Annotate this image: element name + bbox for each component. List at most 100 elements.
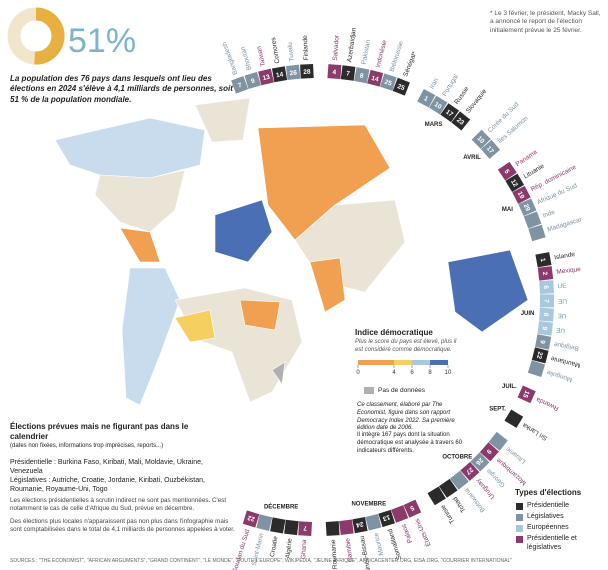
country-name: Croatie — [269, 535, 280, 557]
date-box — [512, 185, 531, 204]
date-box — [531, 347, 549, 364]
index-text: Ce classement, élaboré par The Economist… — [357, 402, 455, 432]
no-data: Pas de données — [378, 387, 425, 394]
date-box — [242, 510, 260, 528]
country-name: Tchad — [452, 495, 468, 514]
day: 24 — [355, 520, 364, 528]
date-box — [380, 73, 397, 91]
legend-label: Européennes — [527, 524, 569, 531]
date-box — [449, 470, 469, 490]
calendar-entry: 1 — [535, 252, 552, 268]
date-box — [505, 173, 525, 192]
date-box — [392, 77, 410, 96]
country-name: Finlande — [302, 35, 310, 61]
calendar-entry — [449, 470, 469, 490]
calendar-entry: 19 — [512, 185, 531, 204]
donut-slice — [34, 7, 65, 65]
country-name: Sénégal* — [402, 50, 418, 78]
day: 7 — [346, 70, 351, 77]
calendar-entry: 13 — [258, 68, 274, 86]
legend-label: Présidentielle — [527, 502, 570, 509]
date-box — [353, 67, 370, 84]
month-label: MARS — [425, 122, 443, 128]
calendar-entry: 12 — [505, 173, 525, 192]
date-box — [528, 224, 546, 242]
day: 5 — [503, 168, 511, 175]
index-subtitle: Plus le score du pays est élevé, plus il… — [355, 339, 457, 353]
scale-tick-label: 0 — [356, 370, 360, 376]
calendar-entry: 4 — [327, 64, 342, 80]
date-box — [539, 280, 554, 295]
day: 26 — [474, 456, 484, 466]
date-box — [327, 64, 342, 80]
date-box — [504, 409, 524, 428]
country-name: Comores — [270, 36, 281, 64]
country-name: Mauritanie — [550, 354, 582, 368]
unscheduled-legislative: Législatives : Autriche, Croatie, Jordan… — [10, 477, 205, 494]
country-name: Bhoutan — [239, 45, 253, 71]
calendar-entry: 22 — [531, 347, 549, 364]
day: 25 — [396, 83, 406, 92]
day: 8 — [359, 72, 364, 80]
day: 8 — [542, 313, 549, 317]
intro: La population des 76 pays dans lesquels … — [10, 74, 233, 104]
note: Des élections plus locales n'apparaissen… — [10, 518, 235, 534]
country-name: UE — [557, 283, 567, 291]
country-name: Tunisie — [439, 503, 456, 525]
calendar-entry: 29 — [518, 198, 537, 217]
calendar-entry: 13 — [378, 509, 395, 528]
month-label: SEPT. — [489, 406, 506, 412]
calendar-entry: 25 — [392, 77, 410, 96]
calendar-entry: 28 — [300, 63, 314, 79]
date-box — [535, 334, 552, 350]
note: * Le 3 février, le président, Macky Sall… — [490, 10, 601, 34]
date-box — [284, 519, 299, 536]
date-box — [429, 95, 448, 115]
calendar-entry: 7 — [340, 65, 356, 81]
date-box — [518, 198, 537, 217]
calendar-entry: 23 — [451, 111, 471, 131]
day: 13 — [381, 513, 390, 522]
month-label: JUIL. — [502, 384, 517, 390]
share-label: 51% — [68, 22, 136, 60]
country-name: Panama — [515, 148, 539, 168]
date-box — [537, 266, 554, 281]
date-box — [340, 65, 356, 81]
date-box — [298, 521, 313, 536]
country-name: Mongolie — [546, 368, 574, 383]
calendar-entry: 2 — [537, 266, 554, 281]
scale-segment — [430, 360, 448, 365]
day: 17 — [485, 145, 495, 155]
day: 1 — [423, 95, 430, 103]
scale-tick-label: 10 — [445, 370, 452, 376]
date-box — [258, 68, 274, 86]
legend-label: Présidentielle et législatives — [527, 535, 577, 552]
country-name: Algérie — [285, 538, 294, 559]
calendar-entry: 25 — [380, 73, 397, 91]
date-box — [537, 321, 553, 336]
scale-tick-label: 4 — [392, 370, 396, 376]
date-box — [367, 69, 384, 87]
calendar-entry: 7 — [539, 294, 555, 308]
calendar-entry: 10 — [429, 95, 448, 115]
day: 15 — [521, 389, 531, 399]
calendar-entry — [270, 517, 286, 534]
country-name: Lituanie — [505, 445, 528, 465]
day: 14 — [276, 71, 285, 79]
country-name: Iran — [429, 77, 441, 91]
country-name: UE — [557, 297, 567, 304]
day: 7 — [303, 524, 307, 531]
types-title: Types d'élections — [515, 488, 582, 497]
day: 28 — [303, 69, 311, 76]
date-box — [427, 486, 446, 506]
day: 7 — [542, 299, 549, 303]
country-name: Rwanda — [535, 395, 560, 411]
day: 9 — [541, 326, 548, 331]
day: 5 — [409, 504, 416, 512]
date-box — [480, 139, 501, 159]
calendar-entry: 7 — [298, 521, 313, 536]
legend-swatch — [516, 536, 523, 543]
country-name: Inde — [542, 209, 557, 220]
month-label: JUIN — [521, 311, 535, 317]
